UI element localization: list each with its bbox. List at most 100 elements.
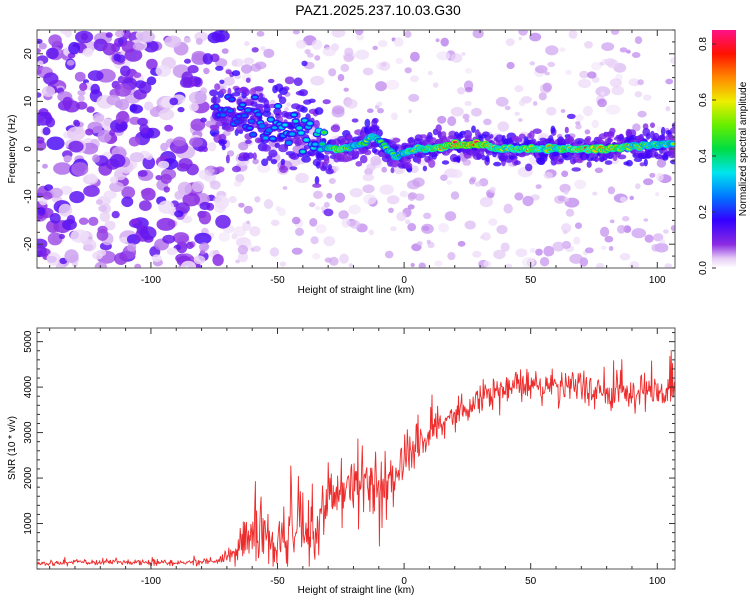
spectrogram-noise-cell <box>232 58 244 67</box>
spectrogram-ridge-halo <box>435 124 442 133</box>
spectrogram-noise-cell <box>395 57 403 65</box>
colorbar-tick-label: 0.4 <box>698 149 709 163</box>
spectrogram-noise-cell <box>237 244 248 255</box>
spectrogram-noise-cell <box>375 81 387 92</box>
spectrogram-noise-cell <box>177 106 185 113</box>
spectrogram-noise-cell <box>619 253 631 261</box>
spectrogram-noise-cell <box>394 168 404 175</box>
spectrogram-noise-cell <box>138 81 152 94</box>
spectrogram-noise-cell <box>187 65 199 74</box>
spectrogram-noise-cell <box>493 249 506 260</box>
spectrogram-noise-cell <box>488 218 498 226</box>
spectrogram-noise-cell <box>393 37 404 47</box>
spectrogram-noise-cell <box>37 111 53 126</box>
spectrogram-ridge-halo <box>604 160 613 165</box>
spectrogram-noise-cell <box>625 50 631 54</box>
spectrogram-noise-cell <box>529 247 536 254</box>
spectrogram-ridge-halo <box>335 152 341 160</box>
spectrogram-noise-cell <box>144 101 154 111</box>
spectrogram-ridge-halo <box>219 79 225 85</box>
spectrogram-noise-cell <box>114 83 132 97</box>
spectrogram-noise-cell <box>547 61 556 68</box>
spectrogram-noise-cell <box>514 85 524 93</box>
spectrogram-noise-cell <box>596 262 605 268</box>
spectrogram-noise-cell <box>379 61 391 71</box>
spectrogram-noise-cell <box>138 31 156 43</box>
spectrogram-noise-cell <box>529 32 542 42</box>
spectrogram-noise-cell <box>309 202 316 208</box>
spectrogram-ridge-halo <box>314 176 320 185</box>
spectrogram-ridge-halo <box>574 138 585 144</box>
spectrogram-noise-cell <box>670 57 675 64</box>
snr-y-axis-label: SNR (10 * v/v) <box>7 416 18 480</box>
spectrogram-noise-cell <box>195 37 203 45</box>
spectrogram-noise-cell <box>180 260 197 268</box>
spectrogram-ridge-cell <box>266 128 272 132</box>
spectrogram-noise-cell <box>573 236 581 245</box>
spectrogram-noise-cell <box>377 40 388 48</box>
spectrogram-noise-cell <box>172 232 190 244</box>
spectrogram-ridge-cell <box>213 105 219 108</box>
spectrogram-ridge-cell <box>220 113 226 117</box>
spectrogram-noise-cell <box>632 123 641 132</box>
spectrogram-noise-cell <box>427 70 433 76</box>
spectrogram-noise-cell <box>584 41 593 49</box>
spectrogram-noise-cell <box>410 262 415 268</box>
spectrogram-noise-cell <box>331 30 346 38</box>
spectrogram-ridge-halo <box>550 125 556 134</box>
spectrogram-ridge-halo <box>284 76 295 85</box>
spectrogram-ridge-halo <box>363 149 372 156</box>
spectrogram-ridge-halo <box>564 126 569 134</box>
spectrogram-ridge-halo <box>371 147 378 154</box>
spectrogram-ridge-halo <box>609 127 616 135</box>
spectrogram-noise-cell <box>521 257 535 268</box>
spectrogram-noise-cell <box>405 219 411 225</box>
spectrogram-ridge-halo <box>315 161 321 169</box>
spectrogram-ridge-cell <box>291 113 297 117</box>
spectrogram-noise-cell <box>605 104 621 115</box>
spectrogram-noise-cell <box>390 112 398 121</box>
spectrogram-noise-cell <box>90 83 100 95</box>
spectrogram-noise-cell <box>82 47 94 57</box>
spectrogram-noise-cell <box>643 178 654 186</box>
spectrogram-ridge-halo <box>267 78 275 84</box>
spectrogram-noise-cell <box>410 75 419 83</box>
spectrogram-ridge-halo <box>293 77 303 86</box>
spectrogram-noise-cell <box>434 260 443 267</box>
spectrogram-noise-cell <box>560 109 566 113</box>
spectrogram-noise-cell <box>564 197 569 202</box>
spectrogram-noise-cell <box>80 32 89 41</box>
snr-x-axis-label: Height of straight line (km) <box>298 585 415 596</box>
spectrogram-noise-cell <box>146 58 158 70</box>
spectrogram-noise-cell <box>465 87 473 93</box>
spectrogram-noise-cell <box>291 247 303 255</box>
spectrogram-noise-cell <box>218 232 230 242</box>
spectrogram-noise-cell <box>41 86 56 97</box>
spectrogram-ridge-cell <box>234 120 240 123</box>
spectrogram-ridge-cell <box>249 120 254 123</box>
spectrogram-noise-cell <box>74 71 86 82</box>
spectrogram-noise-cell <box>99 211 111 222</box>
spectrogram-noise-cell <box>370 155 382 166</box>
spectrogram-ridge-cell <box>245 108 251 112</box>
spectrogram-noise-cell <box>174 190 184 200</box>
spectrogram-noise-cell <box>277 207 286 217</box>
spectrogram-ridge-halo <box>220 117 228 125</box>
spectrogram-noise-cell <box>444 211 457 222</box>
spectrogram-noise-cell <box>533 101 538 106</box>
colorbar-ticks: 0.0 0.2 0.4 0.6 0.8 <box>698 37 716 275</box>
spectrogram-ridge-halo <box>660 126 666 136</box>
spectrogram-noise-cell <box>115 111 130 126</box>
spectrogram-noise-cell <box>407 204 415 210</box>
spectrogram-noise-cell <box>322 47 336 57</box>
colorbar: 0.0 0.2 0.4 0.6 0.8 Normalized spectral ampl… <box>698 30 749 275</box>
spectrogram-noise-cell <box>416 241 423 246</box>
spectrogram-noise-cell <box>244 41 250 47</box>
spectrogram-noise-cell <box>464 220 476 230</box>
spectrogram-noise-cell <box>535 65 548 74</box>
spectrogram-noise-cell <box>86 173 97 183</box>
spectrogram-x-axis-label: Height of straight line (km) <box>298 285 415 296</box>
spectrogram-noise-cell <box>37 207 46 216</box>
spectrogram-ridge-halo <box>341 138 346 143</box>
spectrogram-noise-cell <box>500 242 510 252</box>
